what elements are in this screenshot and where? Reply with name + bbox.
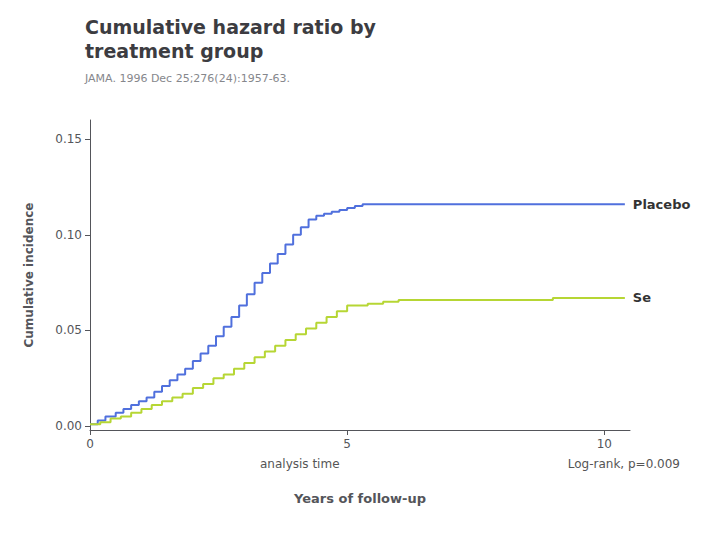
svg-text:0.05: 0.05 bbox=[55, 323, 82, 337]
svg-text:0.15: 0.15 bbox=[55, 132, 82, 146]
svg-text:Se: Se bbox=[633, 290, 651, 305]
svg-text:Years of follow-up: Years of follow-up bbox=[293, 491, 426, 506]
svg-text:analysis time: analysis time bbox=[260, 457, 340, 471]
svg-text:0.10: 0.10 bbox=[55, 228, 82, 242]
svg-text:0.00: 0.00 bbox=[55, 419, 82, 433]
svg-text:10: 10 bbox=[597, 437, 612, 451]
svg-text:Cumulative hazard ratio by: Cumulative hazard ratio by bbox=[85, 16, 376, 38]
svg-text:JAMA. 1996 Dec 25;276(24):1957: JAMA. 1996 Dec 25;276(24):1957-63. bbox=[84, 72, 290, 85]
svg-text:Placebo: Placebo bbox=[633, 197, 691, 212]
svg-text:0: 0 bbox=[86, 437, 94, 451]
svg-text:5: 5 bbox=[343, 437, 351, 451]
svg-text:Cumulative incidence: Cumulative incidence bbox=[22, 202, 36, 347]
svg-text:treatment group: treatment group bbox=[85, 40, 263, 62]
svg-text:Log-rank, p=0.009: Log-rank, p=0.009 bbox=[568, 457, 680, 471]
